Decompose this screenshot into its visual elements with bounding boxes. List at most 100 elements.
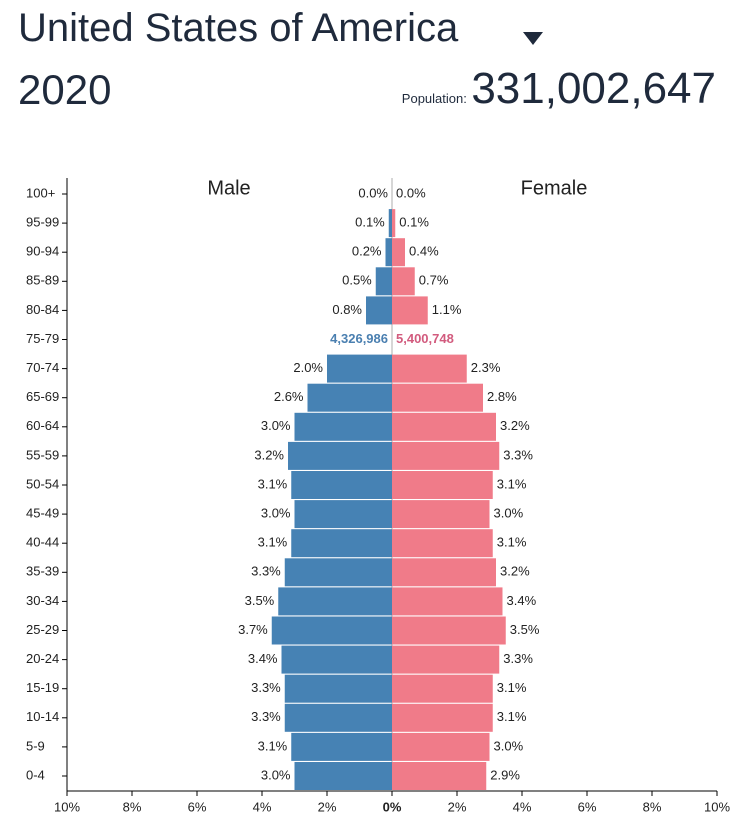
bar-label: 0.7% (419, 273, 449, 288)
male-bar (294, 762, 392, 790)
bar-label: 3.3% (251, 709, 281, 724)
bar-label: 2.6% (274, 389, 304, 404)
y-tick-label: 75-79 (26, 331, 59, 346)
female-bar (392, 500, 490, 529)
bar-label: 3.0% (261, 506, 291, 521)
bar-label: 3.2% (500, 418, 530, 433)
country-dropdown[interactable] (522, 30, 544, 46)
x-tick-label: 8% (643, 799, 662, 814)
y-tick-label: 30-34 (26, 593, 59, 608)
x-tick-label: 4% (513, 799, 532, 814)
bar-label: 3.0% (494, 738, 524, 753)
y-tick-label: 25-29 (26, 622, 59, 637)
bar-label: 1.1% (432, 302, 462, 317)
bar-label: 3.2% (254, 447, 284, 462)
population-value: 331,002,647 (471, 64, 716, 113)
bar-label: 2.3% (471, 360, 501, 375)
y-tick-label: 70-74 (26, 360, 59, 375)
male-bar (366, 296, 392, 325)
bar-label: 2.8% (487, 389, 517, 404)
female-bar (392, 238, 405, 267)
bar-label: 0.1% (399, 215, 429, 230)
bar-label: 3.1% (258, 535, 288, 550)
legend-female: Female (521, 177, 588, 199)
bar-label: 3.1% (258, 738, 288, 753)
x-tick-label: 8% (123, 799, 142, 814)
y-tick-label: 5-9 (26, 738, 45, 753)
x-tick-label: 6% (188, 799, 207, 814)
female-bar (392, 558, 496, 587)
bar-label: 3.1% (497, 709, 527, 724)
male-bar (327, 354, 392, 383)
y-tick-label: 50-54 (26, 476, 59, 491)
country-title: United States of America (18, 6, 459, 50)
female-bar (392, 209, 396, 238)
male-bar (284, 558, 392, 587)
bar-label: 3.1% (497, 476, 527, 491)
male-bar (284, 674, 392, 703)
x-tick-label: 2% (448, 799, 467, 814)
bar-label: 3.4% (507, 593, 537, 608)
bar-label: 3.3% (251, 564, 281, 579)
bar-label: 0.2% (352, 244, 382, 259)
bar-label: 0.0% (358, 185, 388, 200)
female-bar (392, 441, 500, 470)
x-tick-label: 10% (54, 799, 80, 814)
x-tick-label: 10% (704, 799, 730, 814)
x-tick-label: 0% (383, 799, 402, 814)
y-tick-label: 90-94 (26, 244, 59, 259)
y-tick-label: 40-44 (26, 535, 59, 550)
x-tick-label: 2% (318, 799, 337, 814)
y-tick-label: 85-89 (26, 273, 59, 288)
male-bar (291, 529, 392, 558)
female-bar (392, 587, 503, 616)
count-label: 5,400,748 (396, 331, 454, 346)
x-tick-label: 6% (578, 799, 597, 814)
female-bar (392, 674, 493, 703)
bar-label: 3.3% (251, 680, 281, 695)
bar-label: 3.1% (258, 476, 288, 491)
female-bar (392, 703, 493, 732)
y-tick-label: 65-69 (26, 389, 59, 404)
male-bar (278, 587, 392, 616)
bar-label: 3.3% (503, 447, 533, 462)
y-tick-label: 80-84 (26, 302, 59, 317)
bar-label: 0.5% (342, 273, 372, 288)
bar-label: 3.2% (500, 564, 530, 579)
female-bar (392, 296, 428, 325)
bar-label: 2.9% (490, 767, 520, 782)
bar-label: 2.0% (293, 360, 323, 375)
male-bar (294, 500, 392, 529)
bar-label: 0.4% (409, 244, 439, 259)
y-tick-label: 55-59 (26, 447, 59, 462)
female-bar (392, 383, 483, 412)
y-tick-label: 0-4 (26, 767, 45, 782)
male-bar (291, 471, 392, 499)
female-bar (392, 645, 500, 674)
bar-label: 0.1% (355, 215, 385, 230)
male-bar (307, 383, 392, 412)
female-bar (392, 616, 506, 645)
female-bar (392, 762, 487, 790)
y-tick-label: 60-64 (26, 418, 59, 433)
female-bar (392, 354, 467, 383)
bar-label: 3.3% (503, 651, 533, 666)
count-label: 4,326,986 (330, 331, 388, 346)
bar-label: 0.0% (396, 185, 426, 200)
bar-label: 3.0% (261, 767, 291, 782)
bar-label: 3.0% (494, 506, 524, 521)
male-bar (294, 412, 392, 441)
y-tick-label: 95-99 (26, 215, 59, 230)
female-bar (392, 732, 490, 761)
population: Population: 331,002,647 (402, 64, 716, 114)
y-tick-label: 35-39 (26, 564, 59, 579)
y-tick-label: 15-19 (26, 680, 59, 695)
bar-label: 0.8% (332, 302, 362, 317)
male-bar (281, 645, 392, 674)
y-tick-label: 20-24 (26, 651, 59, 666)
bar-label: 3.4% (248, 651, 278, 666)
bar-label: 3.0% (261, 418, 291, 433)
female-bar (392, 412, 496, 441)
